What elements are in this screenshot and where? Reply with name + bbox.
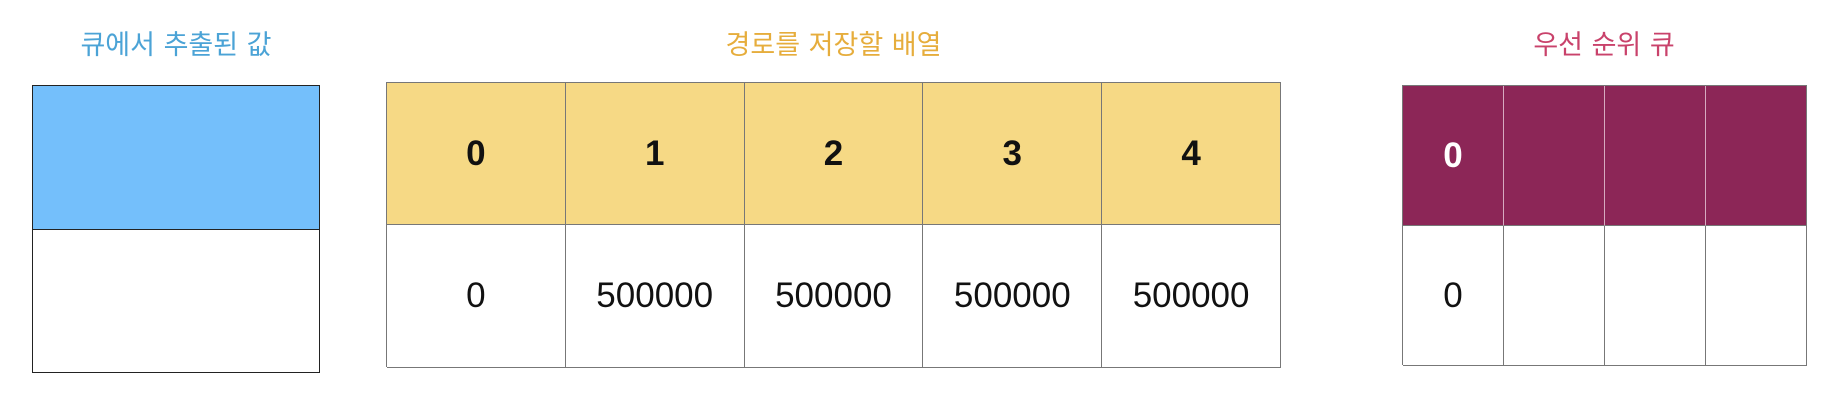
path-array-index-cell: 4 [1102,83,1281,225]
popped-value-key-cell [33,86,319,230]
path-array-index-cell: 2 [744,83,924,225]
priority-queue-key-cell [1504,86,1605,226]
priority-queue-key-cell [1605,86,1706,226]
popped-value-box [32,85,320,373]
path-array-value-cell: 0 [387,225,566,368]
popped-value-title: 큐에서 추출된 값 [80,30,272,61]
priority-queue-value-cell: 0 [1403,226,1504,366]
path-array-value-cell: 500000 [923,225,1103,368]
path-array-title: 경로를 저장할 배열 [725,30,942,61]
priority-queue-value-cell [1605,226,1706,366]
path-array-index-cell: 3 [923,83,1103,225]
path-array-value-cell: 500000 [1102,225,1281,368]
priority-queue-value-cell [1504,226,1605,366]
priority-queue-table: 0 0 [1402,85,1807,366]
path-array-value-cell: 500000 [744,225,924,368]
priority-queue-title: 우선 순위 큐 [1533,30,1675,61]
priority-queue-key-cell: 0 [1403,86,1504,226]
priority-queue-value-cell [1706,226,1807,366]
path-array-value-cell: 500000 [565,225,745,368]
popped-value-dist-cell [33,230,319,372]
path-array-index-cell: 0 [387,83,566,225]
path-array-index-cell: 1 [565,83,745,225]
path-array-table: 0 1 2 3 4 0 500000 500000 500000 500000 [386,82,1281,368]
priority-queue-key-cell [1706,86,1807,226]
